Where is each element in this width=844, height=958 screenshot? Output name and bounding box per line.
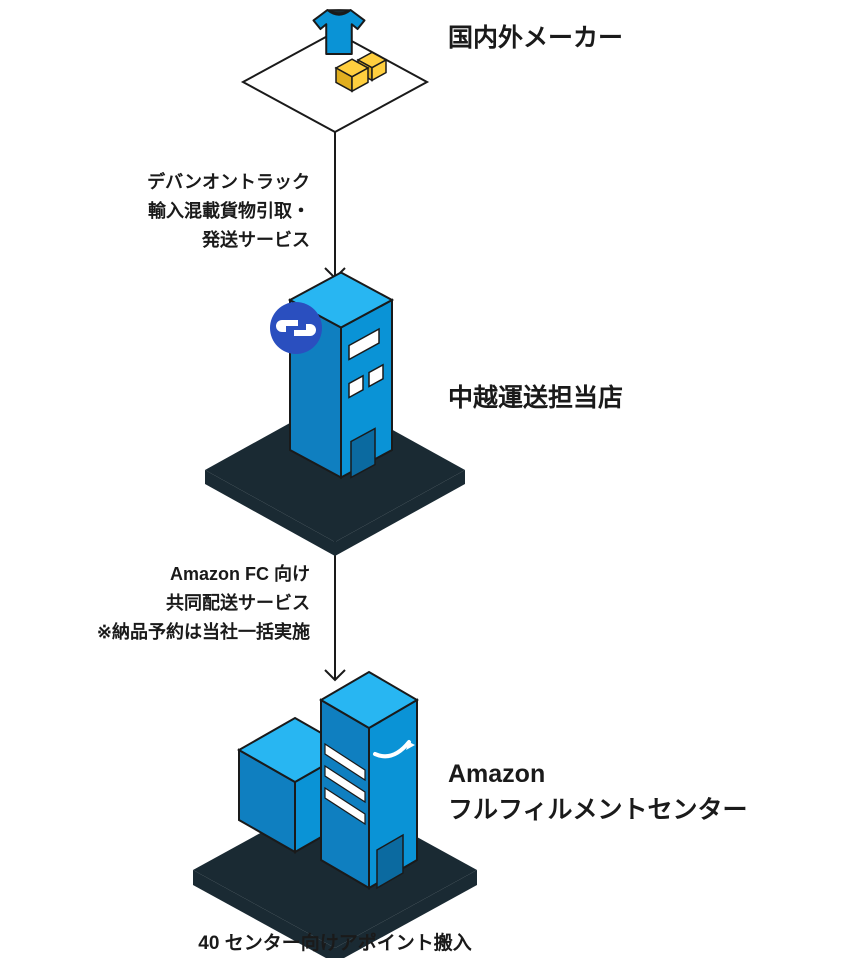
bottom-caption: 40 センター向けアポイント搬入 [0,930,670,958]
amazon_fc-label: Amazon フルフィルメントセンター [448,756,748,829]
arrow-desc-1: Amazon FC 向け 共同配送サービス ※納品予約は当社一括実施 [97,560,310,646]
chuetsu-label: 中越運送担当店 [448,380,623,416]
flow-diagram: 国内外メーカー中越運送担当店 Amazon フルフィルメントセンター デバンオントラ… [0,0,844,958]
maker-label: 国内外メーカー [448,20,623,56]
arrow-desc-0: デバンオントラック 輸入混載貨物引取・ 発送サービス [147,168,310,254]
